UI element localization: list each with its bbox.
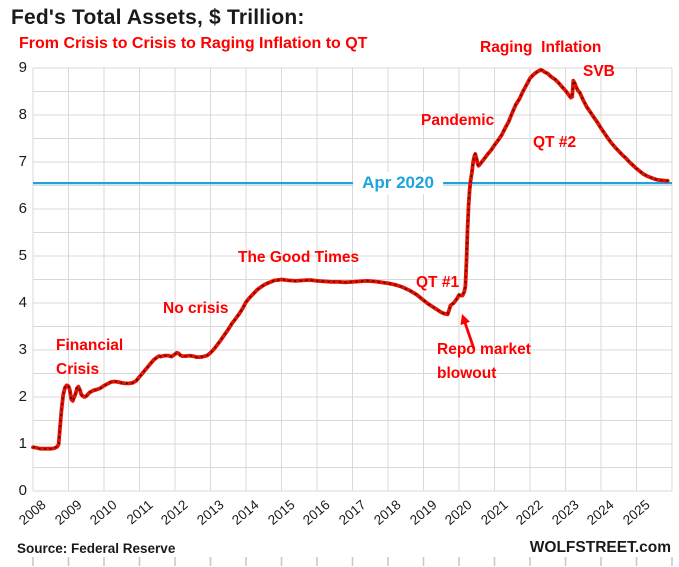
reference-line-label: Apr 2020 [353,172,443,194]
y-tick-label: 0 [18,482,27,499]
y-tick-label: 4 [18,294,27,311]
chart-subtitle: From Crisis to Crisis to Raging Inflatio… [19,35,368,52]
brand-watermark: WOLFSTREET.com [529,539,671,556]
y-tick-label: 6 [18,200,27,217]
y-tick-label: 3 [18,341,27,358]
annotation-pandemic: Pandemic [421,112,495,129]
y-tick-label: 7 [18,153,27,170]
annotation-qt-1: QT #1 [416,274,460,291]
annotation-raging-inflation: Raging Inflation [480,39,602,56]
y-tick-label: 2 [18,388,27,405]
series-fed-assets-line [31,68,670,451]
bottom-tick-marks [32,557,673,566]
annotation-no-crisis: No crisis [163,300,229,317]
y-tick-label: 8 [18,106,27,123]
annotation-financial-crisis: Financial Crisis [56,337,124,378]
y-tick-label: 1 [18,435,27,452]
annotation-svb: SVB [583,63,615,80]
source-credit: Source: Federal Reserve [17,541,176,556]
annotation-the-good-times: The Good Times [238,249,360,266]
y-tick-label: 5 [18,247,27,264]
chart-title: Fed's Total Assets, $ Trillion: [11,6,305,29]
repo-arrow [460,314,476,350]
gridlines [32,67,673,492]
annotation-qt-2: QT #2 [533,134,577,151]
y-tick-label: 9 [18,59,27,76]
annotation-repo-market-blowout: Repo market blowout [437,341,531,382]
